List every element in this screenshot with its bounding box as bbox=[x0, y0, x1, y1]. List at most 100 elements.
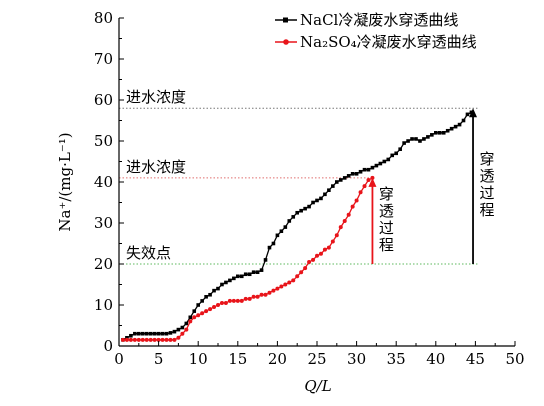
data-point bbox=[457, 122, 462, 127]
legend-label: Na₂SO₄冷凝废水穿透曲线 bbox=[300, 33, 477, 51]
data-point bbox=[164, 337, 169, 342]
data-point bbox=[342, 176, 347, 180]
data-point bbox=[299, 270, 304, 275]
data-point bbox=[346, 174, 351, 178]
data-point bbox=[331, 184, 335, 188]
data-point bbox=[394, 151, 398, 156]
data-point bbox=[326, 245, 331, 250]
data-point bbox=[461, 118, 466, 123]
y-tick-label: 20 bbox=[94, 255, 113, 273]
data-point bbox=[140, 331, 145, 336]
data-point bbox=[243, 272, 248, 277]
data-point bbox=[327, 188, 331, 192]
data-point bbox=[243, 296, 248, 301]
data-point bbox=[453, 124, 458, 129]
y-tick-label: 40 bbox=[94, 173, 113, 191]
axes: 0 5 10 15 20 25 30 35 40 45 50 0 10 20 30 40 50 60 70 80 bbox=[94, 9, 525, 368]
data-point bbox=[180, 331, 185, 336]
data-point bbox=[128, 337, 133, 342]
data-point bbox=[434, 131, 438, 135]
data-point bbox=[449, 126, 454, 131]
data-point bbox=[398, 147, 402, 151]
data-point bbox=[303, 266, 308, 271]
data-point bbox=[255, 294, 260, 299]
legend-marker bbox=[283, 17, 288, 23]
x-axis-label: Q/L bbox=[304, 377, 331, 395]
data-point bbox=[311, 257, 316, 262]
x-tick-label: 20 bbox=[268, 350, 287, 368]
data-point bbox=[315, 253, 319, 258]
data-point bbox=[180, 325, 185, 330]
y-tick-label: 30 bbox=[94, 214, 113, 232]
data-point bbox=[255, 270, 260, 274]
data-point bbox=[354, 172, 359, 176]
data-point bbox=[354, 198, 359, 203]
data-point bbox=[200, 299, 204, 303]
data-point bbox=[196, 303, 200, 307]
legend-label: NaCl冷凝废水穿透曲线 bbox=[300, 11, 458, 29]
data-point bbox=[283, 282, 288, 287]
y-tick-label: 70 bbox=[94, 50, 113, 68]
data-point bbox=[426, 135, 430, 139]
data-point bbox=[216, 303, 220, 307]
data-point bbox=[422, 137, 426, 141]
data-point bbox=[358, 169, 363, 174]
data-point bbox=[366, 167, 371, 172]
data-point bbox=[120, 337, 125, 342]
data-point bbox=[168, 337, 173, 342]
data-point bbox=[318, 251, 323, 256]
data-point bbox=[335, 180, 339, 184]
data-point bbox=[144, 331, 149, 336]
data-point bbox=[184, 321, 189, 326]
data-point bbox=[402, 141, 406, 145]
data-point bbox=[362, 184, 367, 189]
data-point bbox=[295, 210, 299, 215]
data-point bbox=[378, 161, 383, 166]
data-point bbox=[156, 331, 161, 336]
data-point bbox=[350, 204, 355, 209]
data-point bbox=[445, 128, 450, 133]
data-point bbox=[125, 336, 129, 340]
x-tick-label: 10 bbox=[189, 350, 208, 368]
data-point bbox=[346, 212, 351, 217]
data-point bbox=[216, 286, 220, 291]
x-tick-label: 25 bbox=[307, 350, 326, 368]
data-point bbox=[334, 233, 339, 238]
data-point bbox=[144, 337, 149, 342]
data-point bbox=[437, 131, 442, 135]
data-point bbox=[247, 296, 252, 301]
data-point bbox=[227, 298, 232, 303]
data-point bbox=[410, 137, 414, 141]
data-point bbox=[267, 290, 272, 295]
data-point bbox=[239, 274, 244, 279]
x-tick-label: 5 bbox=[154, 350, 164, 368]
data-point bbox=[465, 112, 470, 117]
data-point bbox=[271, 288, 276, 293]
data-point bbox=[160, 331, 165, 336]
data-point bbox=[232, 276, 236, 281]
data-point bbox=[315, 198, 319, 203]
data-point bbox=[259, 268, 264, 272]
data-point bbox=[287, 280, 292, 285]
series-group bbox=[120, 110, 474, 342]
data-point bbox=[295, 274, 300, 279]
x-tick-label: 45 bbox=[466, 350, 485, 368]
data-point bbox=[220, 282, 224, 287]
data-point bbox=[152, 331, 157, 336]
data-point bbox=[200, 311, 205, 316]
arrow-label: 穿透过程 bbox=[480, 150, 495, 219]
data-point bbox=[366, 177, 371, 182]
data-point bbox=[251, 294, 256, 299]
data-point bbox=[362, 167, 367, 172]
data-point bbox=[192, 309, 197, 313]
data-point bbox=[311, 200, 315, 205]
data-point bbox=[319, 196, 323, 201]
series-line bbox=[122, 111, 472, 341]
data-point bbox=[140, 337, 145, 342]
data-point bbox=[160, 337, 165, 342]
y-tick-label: 50 bbox=[94, 132, 113, 150]
legend: NaCl冷凝废水穿透曲线 Na₂SO₄冷凝废水穿透曲线 bbox=[275, 11, 477, 51]
data-point bbox=[236, 274, 240, 279]
x-tick-label: 35 bbox=[387, 350, 406, 368]
